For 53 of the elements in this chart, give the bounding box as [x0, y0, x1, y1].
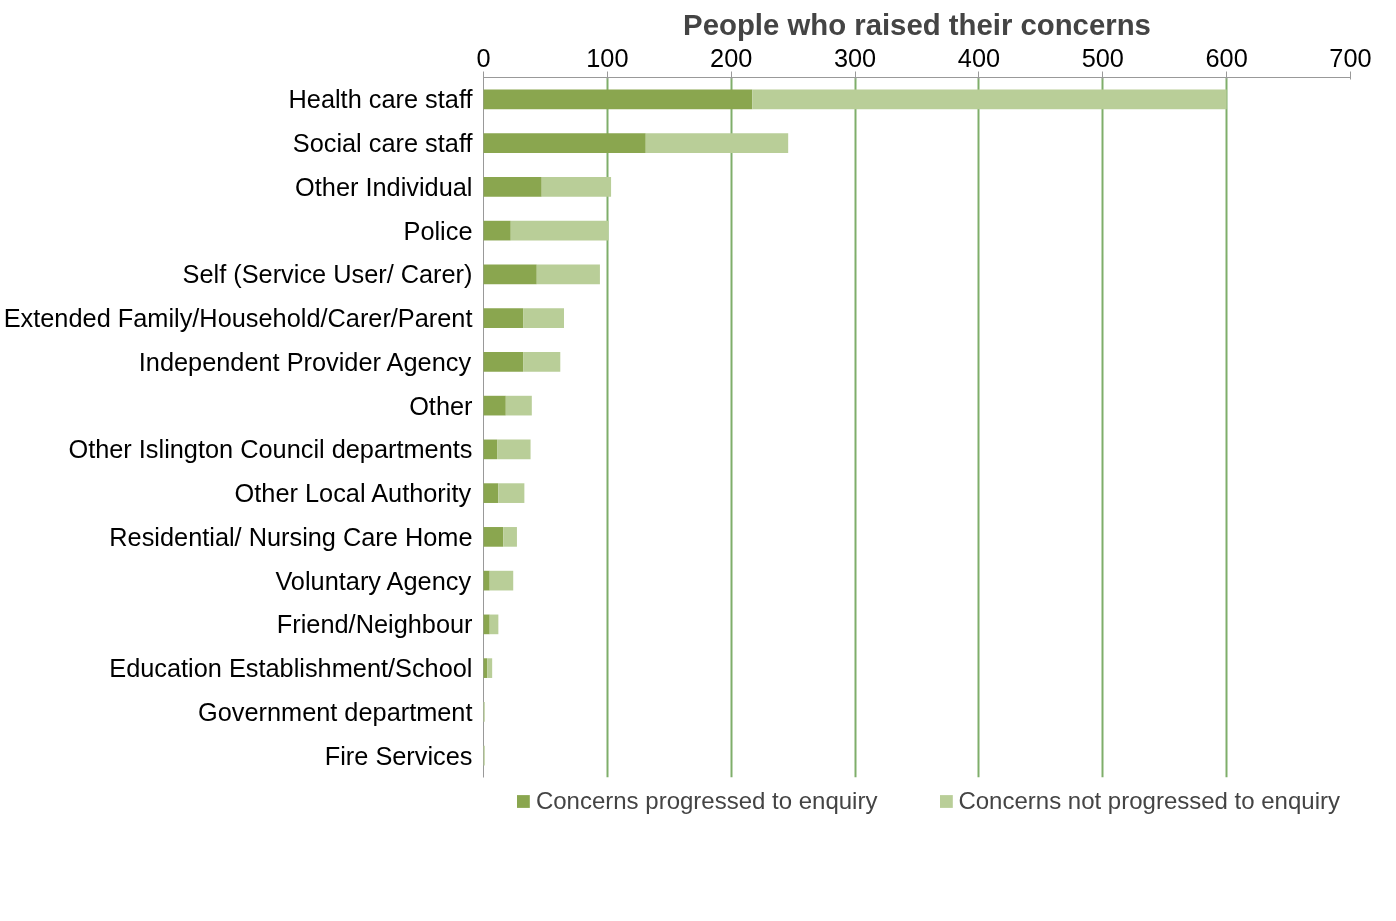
bar: [483, 220, 511, 241]
bar: [483, 483, 499, 503]
bar: [510, 220, 609, 241]
bar: [487, 658, 493, 678]
x-tick-label: 200: [710, 43, 753, 72]
y-tick-label: Independent Provider Agency: [138, 347, 472, 376]
bar: [483, 177, 542, 197]
bar: [483, 395, 506, 416]
y-tick-label: Other Individual: [295, 172, 473, 201]
bar: [505, 395, 532, 416]
y-tick-label: Self (Service User/ Carer): [182, 260, 473, 289]
bar: [483, 352, 524, 372]
bar: [483, 89, 753, 110]
bar: [483, 527, 504, 547]
bar: [536, 264, 600, 285]
x-tick-label: 700: [1329, 43, 1372, 72]
bar: [752, 89, 1227, 110]
y-tick-label: Friend/Neighbour: [276, 610, 474, 639]
bar: [497, 439, 531, 460]
y-tick-label: Government department: [197, 697, 473, 726]
x-tick-label: 0: [476, 43, 491, 72]
bar: [498, 483, 525, 503]
y-tick-label: Police: [403, 216, 473, 245]
x-tick-label: 600: [1205, 43, 1248, 72]
bar: [541, 177, 612, 197]
y-tick-label: Other Local Authority: [234, 479, 472, 508]
y-tick-label: Other: [409, 391, 474, 420]
y-tick-label: Health care staff: [288, 85, 474, 114]
bar: [483, 308, 524, 328]
chart-title: People who raised their concerns: [683, 7, 1151, 41]
bar: [483, 264, 537, 285]
x-tick-label: 500: [1081, 43, 1124, 72]
bar: [523, 352, 561, 372]
y-tick-label: Other Islington Council departments: [68, 435, 473, 464]
y-tick-label: Fire Services: [324, 741, 473, 770]
y-tick-label: Extended Family/Household/Carer/Parent: [3, 304, 473, 333]
bar: [503, 527, 517, 547]
y-tick-label: Social care staff: [292, 129, 474, 158]
x-tick-label: 100: [586, 43, 629, 72]
bar: [483, 133, 646, 153]
bar: [523, 308, 565, 328]
x-tick-label: 400: [957, 43, 1001, 72]
y-tick-label: Voluntary Agency: [275, 566, 472, 595]
legend-label: Concerns not progressed to enquiry: [958, 787, 1340, 815]
x-tick-label: 300: [833, 43, 877, 72]
bar: [483, 439, 498, 460]
bar: [489, 570, 514, 591]
bar: [645, 133, 789, 153]
y-tick-label: Residential/ Nursing Care Home: [109, 522, 473, 551]
legend-label: Concerns progressed to enquiry: [535, 787, 878, 815]
bar: [483, 614, 490, 635]
y-tick-label: Education Establishment/School: [109, 654, 473, 683]
bar: [483, 570, 490, 591]
